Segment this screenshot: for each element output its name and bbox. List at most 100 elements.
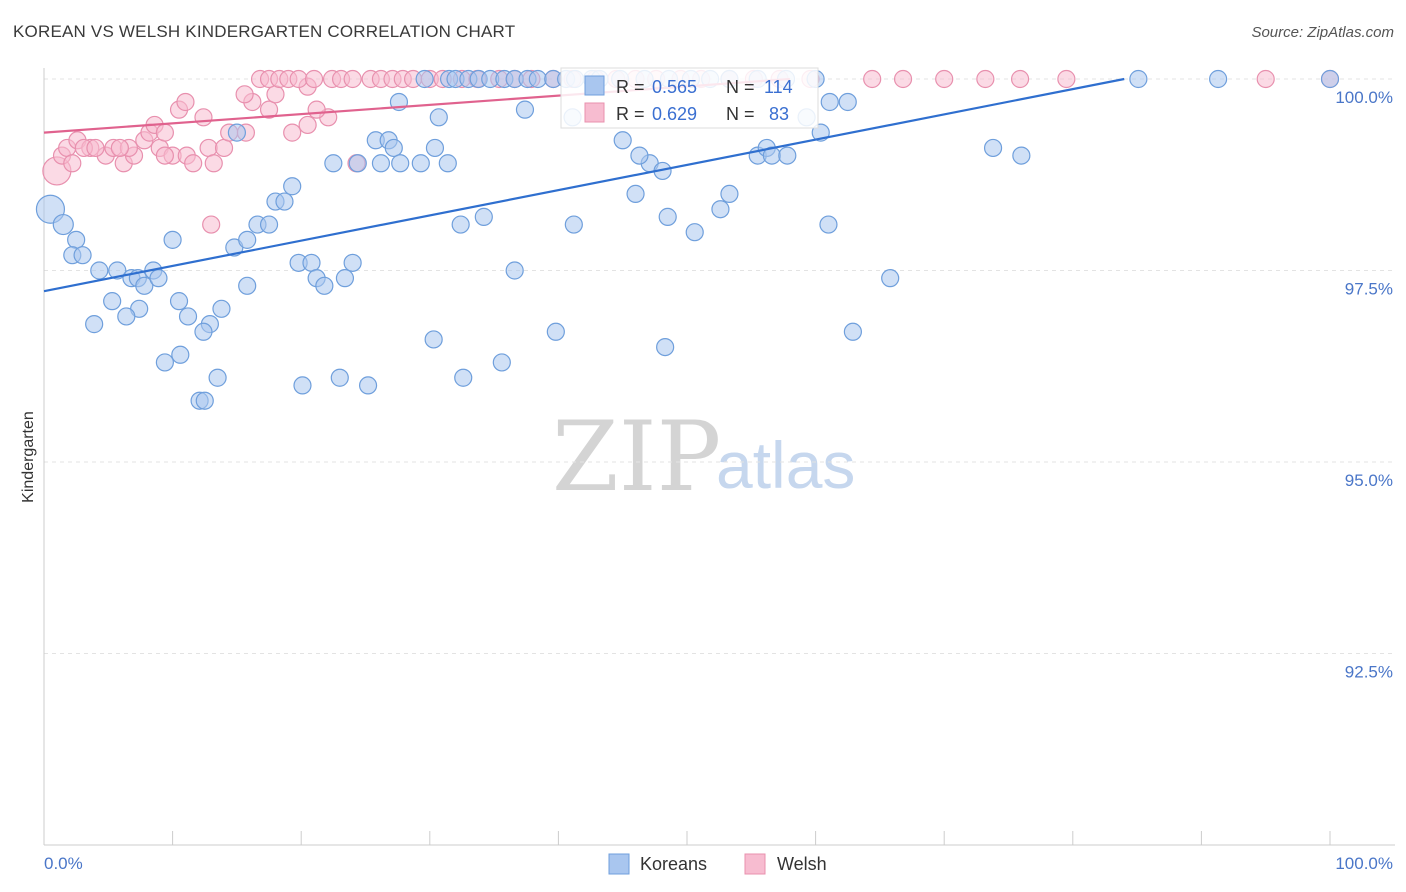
korean-points bbox=[35, 69, 1340, 410]
legend-koreans-swatch bbox=[608, 853, 630, 875]
korean-point bbox=[411, 154, 430, 173]
korean-point bbox=[169, 292, 189, 311]
y-tick-label: 100.0% bbox=[1335, 88, 1393, 107]
korean-point bbox=[820, 92, 839, 112]
series-legend: Koreans Welsh bbox=[608, 853, 827, 875]
korean-point bbox=[843, 322, 862, 341]
korean-point bbox=[171, 345, 190, 364]
korean-point bbox=[384, 138, 403, 158]
welsh-point bbox=[863, 69, 882, 89]
chart-title: KOREAN VS WELSH KINDERGARTEN CORRELATION… bbox=[13, 22, 516, 41]
welsh-point bbox=[235, 85, 254, 104]
korean-point bbox=[438, 154, 457, 173]
korean-point bbox=[1129, 69, 1148, 89]
welsh-point bbox=[976, 69, 995, 89]
legend-koreans-label: Koreans bbox=[640, 854, 707, 874]
welsh-r-value: 0.629 bbox=[652, 104, 697, 124]
welsh-point bbox=[155, 146, 174, 165]
welsh-point bbox=[343, 69, 362, 89]
korean-point bbox=[1209, 69, 1228, 89]
welsh-point bbox=[184, 154, 203, 173]
korean-point bbox=[429, 108, 448, 127]
welsh-point bbox=[214, 138, 234, 158]
korean-point bbox=[155, 353, 174, 372]
welsh-point bbox=[199, 138, 218, 158]
koreans-r-value: 0.565 bbox=[652, 77, 697, 97]
korean-point bbox=[881, 269, 900, 288]
koreans-n-value: 114 bbox=[764, 77, 793, 97]
korean-point bbox=[238, 276, 257, 295]
welsh-point bbox=[202, 215, 221, 234]
koreans-r-label: R = bbox=[616, 77, 645, 97]
welsh-point bbox=[289, 69, 308, 89]
welsh-point bbox=[304, 69, 324, 89]
welsh-r-label: R = bbox=[616, 104, 645, 124]
korean-point bbox=[324, 154, 343, 173]
korean-point bbox=[259, 215, 279, 234]
korean-point bbox=[492, 353, 511, 372]
korean-point bbox=[103, 292, 122, 311]
korean-point bbox=[819, 215, 838, 234]
korean-point bbox=[474, 207, 493, 226]
korean-point bbox=[163, 230, 182, 249]
y-tick-label: 97.5% bbox=[1345, 280, 1393, 299]
y-tick-label: 92.5% bbox=[1345, 663, 1393, 682]
koreans-trend-line bbox=[43, 77, 1125, 293]
koreans-swatch bbox=[584, 75, 605, 96]
welsh-point bbox=[1057, 69, 1076, 89]
welsh-point bbox=[298, 115, 317, 135]
korean-point bbox=[194, 322, 213, 341]
welsh-point bbox=[63, 154, 82, 173]
korean-point bbox=[227, 123, 246, 142]
korean-point bbox=[983, 138, 1003, 158]
x-tick-label-max: 100.0% bbox=[1335, 854, 1393, 873]
korean-point bbox=[195, 391, 214, 410]
welsh-point bbox=[893, 69, 913, 89]
welsh-point bbox=[110, 138, 129, 158]
korean-point bbox=[67, 230, 86, 249]
welsh-swatch bbox=[584, 102, 605, 123]
korean-point bbox=[454, 368, 473, 387]
korean-point bbox=[720, 184, 739, 203]
korean-point bbox=[546, 322, 565, 341]
gridlines bbox=[44, 78, 1395, 654]
welsh-n-value: 83 bbox=[769, 104, 789, 124]
watermark-zip: ZIP bbox=[552, 401, 721, 513]
korean-point bbox=[564, 215, 583, 234]
korean-point bbox=[778, 146, 797, 165]
korean-point bbox=[208, 368, 227, 387]
korean-point bbox=[838, 92, 857, 112]
korean-point bbox=[315, 276, 334, 295]
welsh-point bbox=[259, 100, 279, 119]
korean-point bbox=[335, 269, 355, 288]
korean-point bbox=[630, 146, 649, 165]
korean-point bbox=[85, 315, 104, 334]
korean-point bbox=[371, 154, 391, 173]
y-tick-label: 95.0% bbox=[1345, 471, 1393, 490]
korean-point bbox=[348, 154, 367, 173]
korean-point bbox=[212, 299, 231, 318]
korean-point bbox=[135, 276, 154, 295]
watermark-atlas: atlas bbox=[716, 428, 855, 502]
welsh-point bbox=[204, 154, 223, 173]
legend-welsh-label: Welsh bbox=[777, 854, 827, 874]
source-credit: Source: ZipAtlas.com bbox=[1251, 24, 1394, 41]
welsh-point bbox=[935, 69, 954, 89]
korean-point bbox=[711, 200, 730, 219]
korean-point bbox=[108, 261, 127, 280]
korean-point bbox=[505, 261, 524, 280]
korean-point bbox=[90, 261, 109, 280]
stats-legend: R = 0.565 N = 114 R = 0.629 N = 83 bbox=[560, 67, 819, 129]
korean-point bbox=[613, 131, 632, 150]
y-tick-labels: 100.0% 97.5% 95.0% 92.5% bbox=[1335, 88, 1393, 682]
korean-point bbox=[425, 138, 445, 158]
korean-point bbox=[391, 154, 410, 173]
welsh-point bbox=[1256, 69, 1275, 89]
koreans-n-label: N = bbox=[726, 77, 755, 97]
welsh-point bbox=[307, 100, 326, 119]
legend-welsh-swatch bbox=[744, 853, 766, 875]
korean-point bbox=[52, 213, 74, 236]
welsh-point bbox=[86, 138, 105, 158]
welsh-point bbox=[266, 85, 285, 104]
